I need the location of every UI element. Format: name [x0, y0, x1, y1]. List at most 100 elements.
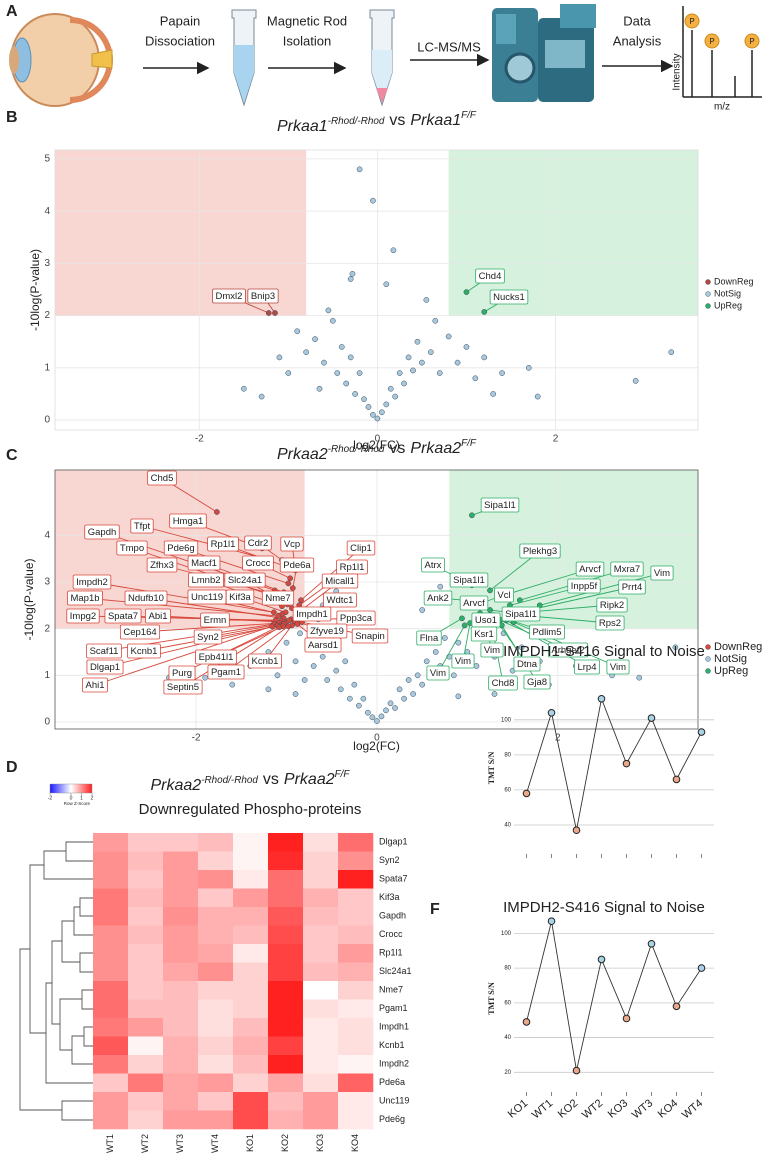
label-leader [180, 547, 289, 584]
point-label: Ahi1 [85, 680, 104, 691]
point-label-box [501, 606, 541, 622]
chart-title: Prkaa2-Rhod/-Rhod vs Prkaa2F/F [151, 769, 351, 795]
data-point [383, 401, 390, 408]
data-point [378, 713, 385, 720]
step-label: Data [623, 13, 651, 28]
data-point [374, 718, 380, 724]
point-label-box [242, 555, 274, 571]
legend-marker [705, 668, 711, 674]
data-point [668, 349, 675, 356]
color-key [49, 783, 93, 794]
point-label: Mxra7 [614, 564, 640, 575]
title-part: Prkaa1 [277, 118, 328, 135]
heatmap-cell [303, 1036, 339, 1056]
data-point [405, 354, 412, 361]
point-label: Epb41l1 [199, 652, 234, 663]
data-line [526, 921, 702, 1071]
key-tick-label: 2 [91, 795, 94, 801]
data-point [632, 378, 639, 384]
heatmap-cell [198, 944, 234, 963]
point-label: Spata7 [108, 611, 138, 622]
data-point [301, 677, 308, 683]
heatmap-cell [233, 851, 269, 871]
point-label: Septin5 [167, 682, 199, 693]
heatmap-cell [303, 944, 339, 963]
heatmap-cell [163, 1036, 199, 1056]
heatmap-cell [233, 1110, 269, 1130]
data-point [229, 681, 236, 688]
data-point [369, 714, 376, 721]
label-leader [506, 619, 588, 668]
peak-label: P [749, 37, 754, 46]
point-label-box [416, 630, 442, 646]
heatmap-cell [93, 962, 129, 982]
data-point [472, 375, 479, 382]
column-label: KO1 [245, 1134, 255, 1152]
row-label: Kcnb1 [379, 1040, 405, 1050]
data-point [401, 380, 407, 387]
heatmap-cell [163, 907, 199, 926]
heatmap-cell [233, 999, 269, 1019]
data-point [597, 955, 606, 964]
heatmap-cell [338, 999, 374, 1019]
point-label: Kcnb1 [252, 656, 279, 667]
data-point [487, 587, 493, 594]
point-label: Dmxl2 [216, 291, 243, 302]
data-point [240, 385, 247, 392]
data-point [352, 391, 358, 397]
data-point [410, 367, 416, 374]
data-point [269, 623, 275, 630]
data-point [473, 663, 480, 669]
point-label-box [610, 561, 644, 577]
data-point [697, 728, 706, 736]
point-label-box [596, 597, 628, 613]
heatmap-cell [198, 907, 234, 926]
point-label-box [292, 606, 332, 622]
data-point [636, 674, 643, 681]
data-point [414, 338, 421, 345]
point-label: Sipa1l1 [484, 500, 516, 511]
point-label: Gja8 [527, 677, 547, 688]
data-point [461, 622, 468, 629]
heatmap-cell [233, 1092, 269, 1111]
point-label-box [193, 629, 223, 645]
data-point [499, 370, 505, 376]
data-point [672, 644, 679, 651]
label-leader [501, 625, 538, 683]
heatmap-cell [268, 907, 304, 926]
row-label: Nme7 [379, 985, 403, 995]
point-label-box [519, 543, 561, 559]
point-label: Scaf11 [90, 646, 119, 657]
data-point [283, 639, 290, 646]
point-label-box [529, 624, 565, 640]
heatmap-cell [303, 962, 339, 982]
y-tick-label: 3 [44, 258, 50, 269]
data-point [469, 512, 475, 519]
x-tick-label: KO3 [606, 1097, 631, 1120]
heatmap-cell [338, 962, 374, 982]
point-label-box [261, 590, 295, 606]
point-label-box [66, 608, 100, 624]
point-label: Ndufb10 [128, 593, 164, 604]
heatmap-cell [198, 1110, 234, 1130]
point-label: Ppp3ca [340, 613, 373, 624]
data-point [432, 649, 439, 655]
data-point [289, 585, 296, 591]
heatmap-cell [233, 981, 269, 1000]
data-point [427, 349, 434, 356]
data-point [436, 370, 443, 376]
point-label-box [116, 540, 148, 556]
point-label-box [163, 540, 199, 556]
row-label: Crocc [379, 929, 403, 939]
title-part: Prkaa2 [410, 440, 461, 457]
row-label: Pde6a [379, 1077, 405, 1087]
heatmap-cell [268, 1018, 304, 1037]
data-point [491, 691, 498, 697]
heatmap-cell [93, 925, 129, 945]
y-tick-label: 4 [44, 206, 50, 217]
point-label: Tfpt [134, 521, 151, 532]
point-label-box [650, 565, 674, 581]
point-label-box [188, 572, 224, 588]
title-part: Prkaa2 [151, 777, 202, 794]
heatmap-cell [303, 907, 339, 926]
